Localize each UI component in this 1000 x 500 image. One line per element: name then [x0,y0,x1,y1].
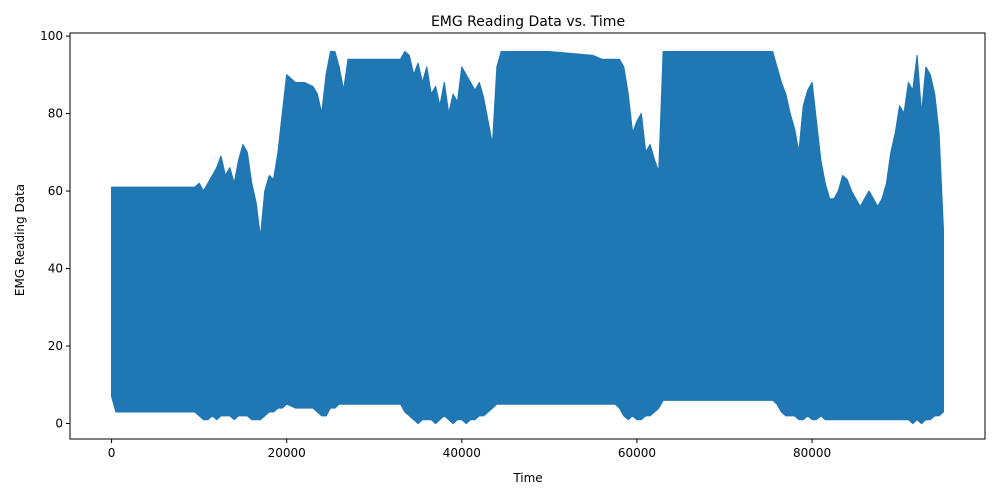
plot-frame [69,32,986,440]
plot-area [111,51,944,425]
y-tick-label: 20 [48,339,63,353]
x-axis-label: Time [512,471,542,485]
x-tick-label: 40000 [443,446,481,460]
y-tick-label: 80 [48,107,63,121]
x-tick-label: 0 [108,446,116,460]
y-tick-label: 60 [48,184,63,198]
y-tick-label: 100 [40,29,63,43]
x-tick-label: 80000 [793,446,831,460]
y-tick-label: 0 [55,417,63,431]
chart-title: EMG Reading Data vs. Time [431,14,625,30]
x-axis: 0 20000 40000 60000 80000 [108,439,831,460]
y-tick-label: 40 [48,262,63,276]
x-tick-label: 60000 [618,446,656,460]
y-axis: 0 20 40 60 80 100 [40,29,70,431]
x-tick-label: 20000 [268,446,306,460]
series-emg-signal [111,51,944,425]
y-axis-label: EMG Reading Data [13,184,27,296]
